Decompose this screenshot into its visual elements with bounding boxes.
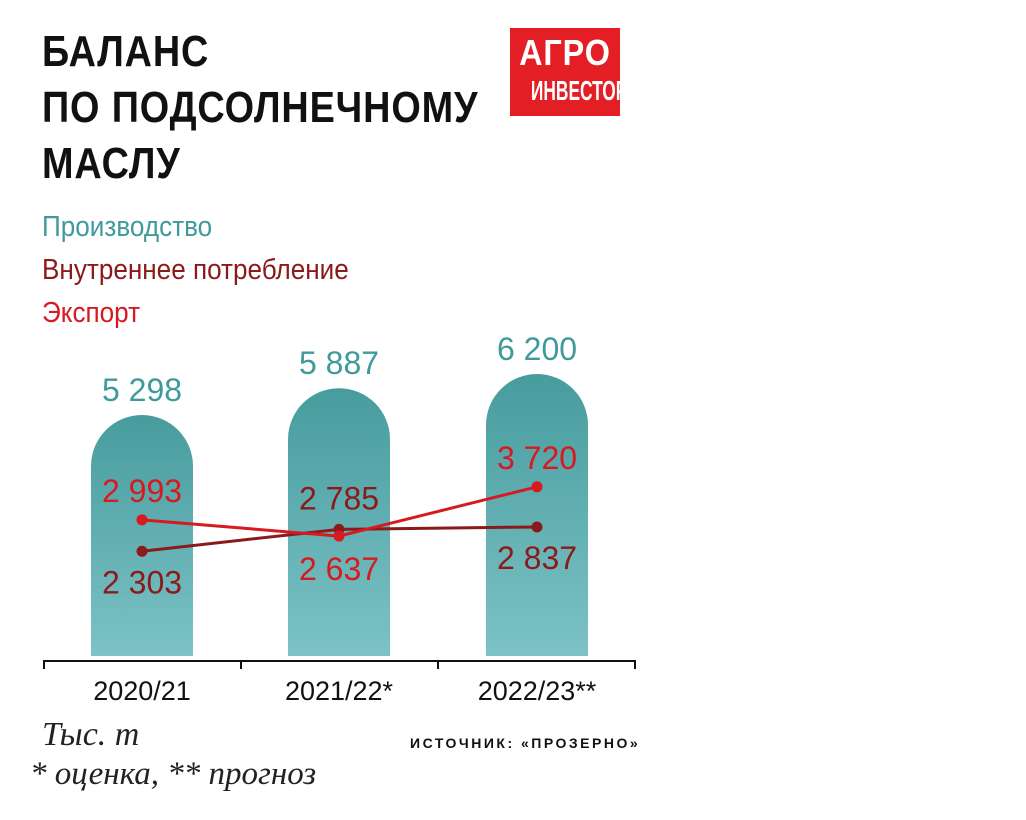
footnote: * оценка, ** прогноз <box>30 756 317 792</box>
legend-entry-production: Производство <box>42 211 213 243</box>
title-line: МАСЛУ <box>42 139 181 188</box>
data-label-production-2: 6 200 <box>497 331 577 367</box>
point-consumption-0 <box>136 545 148 557</box>
data-label-production-0: 5 298 <box>102 372 182 408</box>
point-export-1 <box>333 530 345 542</box>
legend-entry-export: Экспорт <box>42 297 141 329</box>
x-tick-label-2: 2022/23** <box>478 676 597 706</box>
title-line: ПО ПОДСОЛНЕЧНОМУ <box>42 83 479 132</box>
data-label-export-0: 2 993 <box>102 473 182 509</box>
point-export-0 <box>136 514 148 526</box>
bar-production-2 <box>486 374 588 656</box>
data-label-consumption-2: 2 837 <box>497 540 577 576</box>
source-label: ИСТОЧНИК: «ПРОЗЕРНО» <box>410 735 641 751</box>
unit-label: Тыс. т <box>42 716 140 753</box>
data-label-production-1: 5 887 <box>299 345 379 381</box>
agroinvestor-logo: АГРО ИНВЕСТОР <box>510 28 627 116</box>
chart-svg: 2020/21 2021/22* 2022/23** 5 298 5 887 6 200… <box>43 331 636 706</box>
data-label-export-1: 2 637 <box>299 551 379 587</box>
data-label-consumption-0: 2 303 <box>102 564 182 600</box>
legend: Производство Внутреннее потребление Эксп… <box>42 206 349 335</box>
point-export-2 <box>531 481 543 493</box>
bar-production-1 <box>288 388 390 656</box>
x-tick-label-1: 2021/22* <box>285 676 394 706</box>
chart-title: БАЛАНС ПО ПОДСОЛНЕЧНОМУ МАСЛУ <box>42 24 478 192</box>
title-line: БАЛАНС <box>42 27 210 76</box>
logo-line-1: АГРО <box>519 32 611 73</box>
legend-entry-consumption: Внутреннее потребление <box>42 254 349 286</box>
data-label-export-2: 3 720 <box>497 440 577 476</box>
point-consumption-2 <box>531 521 543 533</box>
bar-production-0 <box>91 415 193 656</box>
data-label-consumption-1: 2 785 <box>299 480 379 516</box>
x-tick-label-0: 2020/21 <box>93 676 191 706</box>
